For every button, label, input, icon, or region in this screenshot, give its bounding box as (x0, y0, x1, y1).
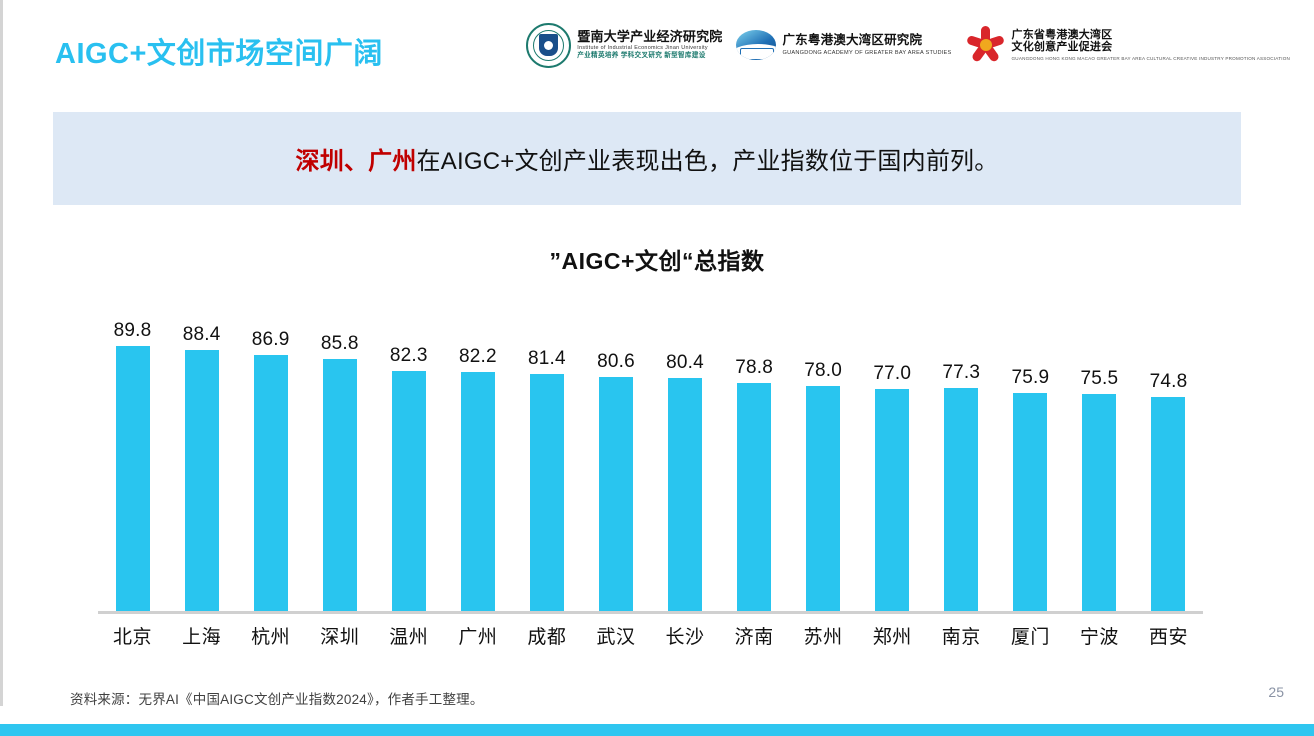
bar-value-label: 77.3 (942, 362, 981, 383)
bar-value-label: 77.0 (873, 363, 912, 384)
logo-jinan-university: 暨南大学产业经济研究院 Institute of Industrial Econ… (526, 22, 723, 68)
bar[interactable] (529, 374, 564, 612)
x-axis-label: 深圳 (320, 627, 360, 648)
bar-group[interactable]: 82.3 (374, 292, 443, 612)
key-message-highlight: 深圳、广州 (295, 148, 417, 175)
bar[interactable] (322, 359, 357, 612)
bar[interactable] (944, 388, 979, 612)
bar-group[interactable]: 78.0 (789, 292, 858, 612)
bar-group[interactable]: 75.9 (996, 292, 1065, 612)
bar[interactable] (737, 383, 772, 612)
bar-value-label: 82.2 (458, 346, 497, 367)
bar-value-label: 89.8 (113, 320, 152, 341)
bar-group[interactable]: 86.9 (236, 292, 305, 612)
bar-value-label: 75.9 (1011, 367, 1050, 388)
jinan-university-name-cn: 暨南大学产业经济研究院 (577, 28, 723, 44)
bar-group[interactable]: 80.6 (581, 292, 650, 612)
key-message-text: 深圳、广州在AIGC+文创产业表现出色，产业指数位于国内前列。 (296, 141, 999, 176)
x-axis-label: 上海 (182, 627, 222, 648)
slide-header: AIGC+文创市场空间广阔 暨南大学产业经济研究院 Institute of I… (0, 0, 1314, 92)
source-note: 资料来源：无界AI《中国AIGC文创产业指数2024》，作者手工整理。 (70, 692, 484, 707)
x-axis-label: 温州 (389, 627, 429, 648)
key-message-rest: 在AIGC+文创产业表现出色，产业指数位于国内前列。 (416, 148, 999, 175)
bar-group[interactable]: 81.4 (512, 292, 581, 612)
x-axis-line (98, 611, 1203, 614)
bar[interactable] (253, 355, 288, 612)
bar-group[interactable]: 74.8 (1134, 292, 1203, 612)
bar[interactable] (1013, 393, 1048, 612)
x-axis-label: 苏州 (803, 627, 843, 648)
logo-gba-academy: 广东粤港澳大湾区研究院 GUANGDONG ACADEMY OF GREATER… (736, 30, 951, 60)
x-axis-label: 杭州 (251, 627, 291, 648)
jinan-university-name-en: Institute of Industrial Economics Jinan … (577, 44, 708, 51)
bar-chart-plot-area: 89.8 88.4 86.9 85.8 82.3 82.2 81.4 80.6 80.4 78.8… (98, 292, 1203, 612)
bar-value-label: 74.8 (1149, 371, 1188, 392)
page-title: AIGC+文创市场空间广阔 (55, 38, 383, 70)
bar[interactable] (460, 372, 495, 612)
gba-academy-wave-icon (736, 30, 777, 60)
bar-value-label: 86.9 (251, 329, 290, 350)
bar[interactable] (115, 346, 150, 612)
x-axis-label: 北京 (113, 627, 153, 648)
bar[interactable] (391, 371, 426, 612)
bar[interactable] (875, 389, 910, 612)
bar-group[interactable]: 89.8 (98, 292, 167, 612)
logo-strip: 暨南大学产业经济研究院 Institute of Industrial Econ… (526, 19, 1290, 71)
bar[interactable] (598, 377, 633, 612)
bar-group[interactable]: 75.5 (1065, 292, 1134, 612)
jinan-university-tagline: 产业精英培养 学科交叉研究 新型智库建设 (577, 52, 706, 60)
pinwheel-icon (966, 25, 1006, 65)
bar-value-label: 81.4 (528, 348, 566, 369)
gba-academy-name-en: GUANGDONG ACADEMY OF GREATER BAY AREA ST… (782, 49, 952, 56)
x-axis-label: 武汉 (596, 627, 636, 648)
bar[interactable] (1151, 397, 1186, 612)
bar-group[interactable]: 78.8 (720, 292, 789, 612)
bar-value-label: 75.5 (1080, 368, 1119, 389)
x-axis-label: 宁波 (1079, 627, 1119, 648)
bar-value-label: 80.4 (666, 352, 704, 373)
x-axis-label: 郑州 (872, 627, 912, 648)
bar-group[interactable]: 88.4 (167, 292, 236, 612)
bar-value-label: 85.8 (320, 333, 359, 354)
bar-group[interactable]: 80.4 (651, 292, 720, 612)
logo-cultural-creative-association: 广东省粤港澳大湾区 文化创意产业促进会 GUANGDONG HONG KONG … (966, 25, 1290, 65)
key-message-banner: 深圳、广州在AIGC+文创产业表现出色，产业指数位于国内前列。 (53, 112, 1241, 205)
association-name-cn-line2: 文化创意产业促进会 (1011, 41, 1113, 54)
bar-value-label: 78.0 (804, 360, 843, 381)
left-edge-rule (0, 0, 3, 706)
bar[interactable] (806, 386, 841, 612)
bar-group[interactable]: 85.8 (305, 292, 374, 612)
jinan-university-seal-icon (526, 22, 572, 68)
bar-value-label: 88.4 (182, 324, 221, 345)
bar[interactable] (668, 378, 703, 612)
bar[interactable] (184, 350, 219, 612)
chart-title: ”AIGC+文创“总指数 (549, 248, 765, 274)
x-axis-label: 长沙 (665, 627, 705, 648)
gba-academy-name-cn: 广东粤港澳大湾区研究院 (782, 33, 923, 48)
x-axis-label: 济南 (734, 627, 774, 648)
x-axis-label: 厦门 (1010, 627, 1050, 648)
association-name-cn-line1: 广东省粤港澳大湾区 (1011, 29, 1113, 42)
bar-value-label: 80.6 (597, 351, 635, 372)
bar-group[interactable]: 77.0 (858, 292, 927, 612)
bar-value-label: 78.8 (735, 357, 773, 378)
x-axis-label: 南京 (941, 627, 981, 648)
bar-group[interactable]: 82.2 (443, 292, 512, 612)
x-axis-label: 成都 (527, 627, 567, 648)
bar-value-label: 82.3 (389, 345, 428, 366)
bar[interactable] (1082, 394, 1117, 612)
association-name-en: GUANGDONG HONG KONG MACAO GREATER BAY AR… (1011, 55, 1290, 61)
x-axis-tick-labels: 北京 上海 杭州 深圳 温州 广州 成都 武汉 长沙 济南 苏州 郑州 南京 厦门 宁波 西安 (98, 622, 1203, 656)
x-axis-label: 广州 (458, 627, 498, 648)
bottom-accent-bar (0, 724, 1314, 736)
bar-group[interactable]: 77.3 (927, 292, 996, 612)
page-number: 25 (1268, 684, 1284, 700)
x-axis-label: 西安 (1148, 627, 1188, 648)
